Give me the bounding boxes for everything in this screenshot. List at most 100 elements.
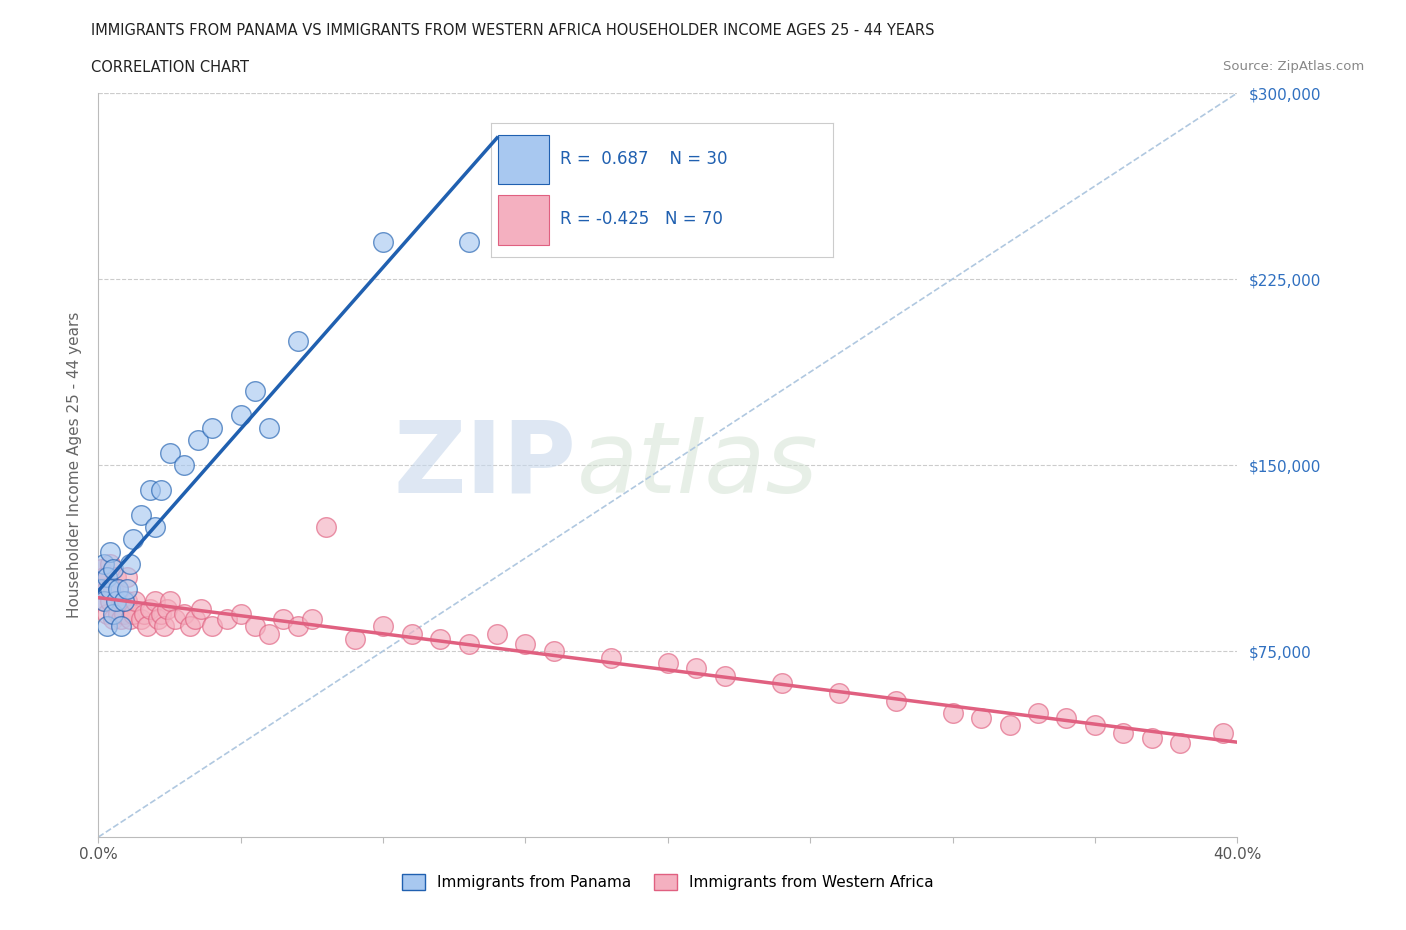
- Point: [115, 581, 138, 596]
- Point: [129, 507, 152, 522]
- Point: [173, 458, 195, 472]
- Point: [190, 602, 212, 617]
- Point: [107, 606, 129, 621]
- Point: [942, 706, 965, 721]
- Point: [243, 618, 266, 633]
- Point: [600, 651, 623, 666]
- Point: [101, 562, 124, 577]
- Point: [90, 562, 112, 577]
- Point: [132, 606, 155, 621]
- Point: [215, 611, 238, 626]
- Point: [373, 234, 395, 249]
- Point: [98, 544, 121, 559]
- Point: [98, 557, 121, 572]
- Point: [173, 606, 195, 621]
- Point: [1212, 725, 1234, 740]
- Point: [104, 569, 127, 584]
- Point: [101, 611, 124, 626]
- Point: [401, 626, 423, 641]
- Point: [287, 334, 309, 349]
- Text: ZIP: ZIP: [394, 417, 576, 513]
- Point: [685, 661, 707, 676]
- Point: [115, 594, 138, 609]
- Point: [229, 606, 252, 621]
- Point: [107, 581, 129, 596]
- Point: [138, 602, 160, 617]
- Point: [101, 581, 124, 596]
- Point: [110, 594, 132, 609]
- Point: [243, 383, 266, 398]
- Point: [107, 581, 129, 596]
- Point: [93, 557, 115, 572]
- Point: [657, 656, 679, 671]
- Point: [457, 636, 479, 651]
- Y-axis label: Householder Income Ages 25 - 44 years: Householder Income Ages 25 - 44 years: [67, 312, 83, 618]
- Point: [121, 606, 143, 621]
- Point: [145, 520, 167, 535]
- Point: [1170, 736, 1192, 751]
- Point: [156, 602, 179, 617]
- Point: [543, 644, 565, 658]
- Point: [287, 618, 309, 633]
- Point: [315, 520, 337, 535]
- Point: [770, 676, 793, 691]
- Point: [98, 581, 121, 596]
- Text: atlas: atlas: [576, 417, 818, 513]
- Point: [150, 483, 173, 498]
- Point: [998, 718, 1021, 733]
- Point: [118, 557, 141, 572]
- Point: [101, 606, 124, 621]
- Point: [148, 611, 170, 626]
- Point: [301, 611, 323, 626]
- Point: [96, 606, 118, 621]
- Point: [1056, 711, 1078, 725]
- Point: [159, 594, 181, 609]
- Point: [145, 594, 167, 609]
- Point: [121, 532, 143, 547]
- Point: [201, 420, 224, 435]
- Point: [515, 636, 537, 651]
- Point: [165, 611, 187, 626]
- Point: [259, 420, 281, 435]
- Point: [104, 594, 127, 609]
- Point: [884, 693, 907, 708]
- Point: [259, 626, 281, 641]
- Point: [343, 631, 366, 646]
- Point: [486, 626, 509, 641]
- Point: [1026, 706, 1049, 721]
- Point: [273, 611, 295, 626]
- Point: [828, 685, 851, 700]
- Point: [90, 581, 112, 596]
- Point: [1112, 725, 1135, 740]
- Point: [714, 669, 737, 684]
- Point: [153, 618, 176, 633]
- Point: [373, 618, 395, 633]
- Point: [135, 618, 157, 633]
- Point: [112, 594, 135, 609]
- Point: [110, 611, 132, 626]
- Point: [104, 594, 127, 609]
- Point: [970, 711, 993, 725]
- Point: [138, 483, 160, 498]
- Point: [150, 606, 173, 621]
- Point: [110, 618, 132, 633]
- Point: [115, 569, 138, 584]
- Legend: Immigrants from Panama, Immigrants from Western Africa: Immigrants from Panama, Immigrants from …: [395, 868, 941, 897]
- Point: [93, 594, 115, 609]
- Point: [1084, 718, 1107, 733]
- Text: IMMIGRANTS FROM PANAMA VS IMMIGRANTS FROM WESTERN AFRICA HOUSEHOLDER INCOME AGES: IMMIGRANTS FROM PANAMA VS IMMIGRANTS FRO…: [91, 23, 935, 38]
- Point: [118, 611, 141, 626]
- Point: [187, 432, 209, 447]
- Point: [98, 594, 121, 609]
- Point: [429, 631, 451, 646]
- Point: [96, 581, 118, 596]
- Point: [93, 569, 115, 584]
- Text: Source: ZipAtlas.com: Source: ZipAtlas.com: [1223, 60, 1364, 73]
- Point: [229, 408, 252, 423]
- Point: [93, 594, 115, 609]
- Point: [96, 569, 118, 584]
- Point: [184, 611, 207, 626]
- Point: [129, 611, 152, 626]
- Point: [112, 606, 135, 621]
- Text: CORRELATION CHART: CORRELATION CHART: [91, 60, 249, 75]
